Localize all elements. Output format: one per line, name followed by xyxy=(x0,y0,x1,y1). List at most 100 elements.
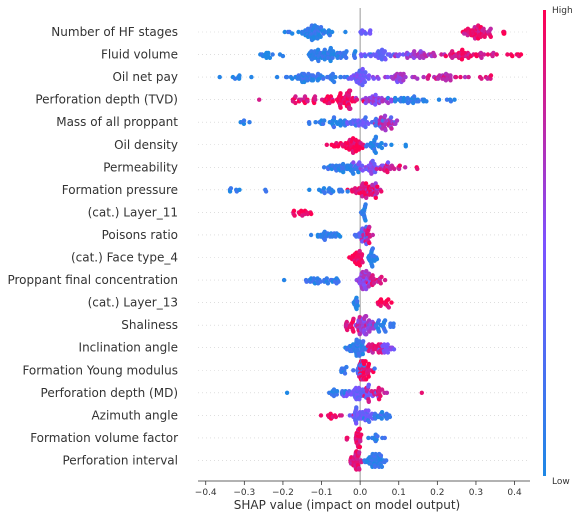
feature-label: Perforation interval xyxy=(62,453,178,467)
shap-point xyxy=(363,359,368,364)
colorbar-high-label: High xyxy=(552,6,573,16)
x-tick-label: −0.1 xyxy=(311,488,333,498)
shap-point xyxy=(330,71,335,77)
shap-point xyxy=(315,47,321,52)
shap-point xyxy=(359,163,365,168)
shap-point xyxy=(388,115,394,120)
shap-point xyxy=(389,126,394,131)
shap-point xyxy=(274,74,280,80)
shap-point xyxy=(379,145,385,151)
shap-point xyxy=(310,73,316,78)
shap-point xyxy=(366,121,371,127)
x-tick-label: −0.2 xyxy=(272,488,294,498)
shap-point xyxy=(310,78,316,83)
data-points xyxy=(217,23,524,472)
shap-point xyxy=(366,76,371,81)
shap-point xyxy=(378,453,384,458)
shap-point xyxy=(351,316,356,321)
shap-point xyxy=(284,390,290,395)
shap-point xyxy=(372,366,377,371)
shap-point xyxy=(293,94,298,99)
shap-point xyxy=(270,52,275,57)
shap-point xyxy=(338,74,344,80)
shap-point xyxy=(357,426,362,432)
shap-point xyxy=(367,329,372,334)
shap-point xyxy=(333,414,339,420)
shap-point xyxy=(385,350,391,355)
shap-point xyxy=(302,94,308,99)
shap-point xyxy=(342,371,348,376)
shap-point xyxy=(488,73,494,78)
shap-point xyxy=(305,99,310,104)
feature-label: Perforation depth (MD) xyxy=(41,386,178,400)
shap-point xyxy=(356,169,361,175)
feature-label: (cat.) Face type_4 xyxy=(71,251,178,265)
shap-point xyxy=(382,49,387,54)
shap-point xyxy=(327,33,332,38)
shap-point xyxy=(363,53,368,59)
colorbar-low-label: Low xyxy=(552,477,570,487)
shap-point xyxy=(357,450,362,455)
x-tick-label: 0.0 xyxy=(353,488,368,498)
shap-point xyxy=(363,286,369,292)
shap-point xyxy=(266,50,271,56)
shap-point xyxy=(375,434,380,439)
shap-point xyxy=(376,318,381,323)
shap-point xyxy=(370,246,375,251)
shap-point xyxy=(357,397,362,402)
shap-point xyxy=(237,73,242,78)
shap-point xyxy=(354,97,360,102)
feature-label: Formation Young modulus xyxy=(22,363,178,377)
shap-point xyxy=(373,195,378,200)
feature-label: Oil density xyxy=(114,138,178,152)
shap-point xyxy=(379,387,385,392)
shap-point xyxy=(403,165,408,170)
shap-point xyxy=(385,74,390,80)
shap-point xyxy=(331,115,337,120)
shap-point xyxy=(228,186,234,191)
x-tick-label: 0.4 xyxy=(507,488,522,498)
feature-label: Permeability xyxy=(103,160,178,174)
shap-point xyxy=(357,315,362,320)
shap-point xyxy=(383,329,388,334)
shap-point xyxy=(373,181,378,186)
shap-point xyxy=(505,52,510,57)
shap-point xyxy=(366,271,372,276)
shap-point xyxy=(383,57,388,62)
shap-point xyxy=(448,78,453,83)
shap-point xyxy=(357,332,362,337)
shap-point xyxy=(217,74,222,80)
shap-point xyxy=(357,467,362,472)
shap-point xyxy=(376,76,381,81)
shap-point xyxy=(357,160,362,165)
shap-point xyxy=(324,142,329,147)
shap-point xyxy=(415,76,420,81)
shap-point xyxy=(386,305,391,310)
shap-point xyxy=(328,45,333,51)
shap-point xyxy=(357,353,362,358)
feature-label: Number of HF stages xyxy=(51,25,178,39)
shap-point xyxy=(347,88,353,93)
shap-point xyxy=(305,78,310,83)
shap-point xyxy=(364,195,369,200)
shap-point xyxy=(313,120,318,125)
x-tick-label: −0.3 xyxy=(233,488,255,498)
colorbar: High Low xyxy=(543,6,573,487)
shap-point xyxy=(371,276,376,281)
shap-point xyxy=(412,49,417,54)
x-tick-label: 0.1 xyxy=(392,488,406,498)
shap-point xyxy=(325,281,331,286)
shap-point xyxy=(241,121,247,127)
shap-point xyxy=(462,74,468,80)
shap-point xyxy=(302,79,307,85)
shap-point xyxy=(458,74,463,80)
shap-point xyxy=(379,274,384,280)
shap-point xyxy=(391,324,396,329)
shap-point xyxy=(318,25,324,30)
shap-point xyxy=(448,73,453,78)
shap-point xyxy=(385,160,391,165)
shap-point xyxy=(385,342,390,347)
shap-point xyxy=(340,161,346,167)
shap-point xyxy=(479,55,484,60)
